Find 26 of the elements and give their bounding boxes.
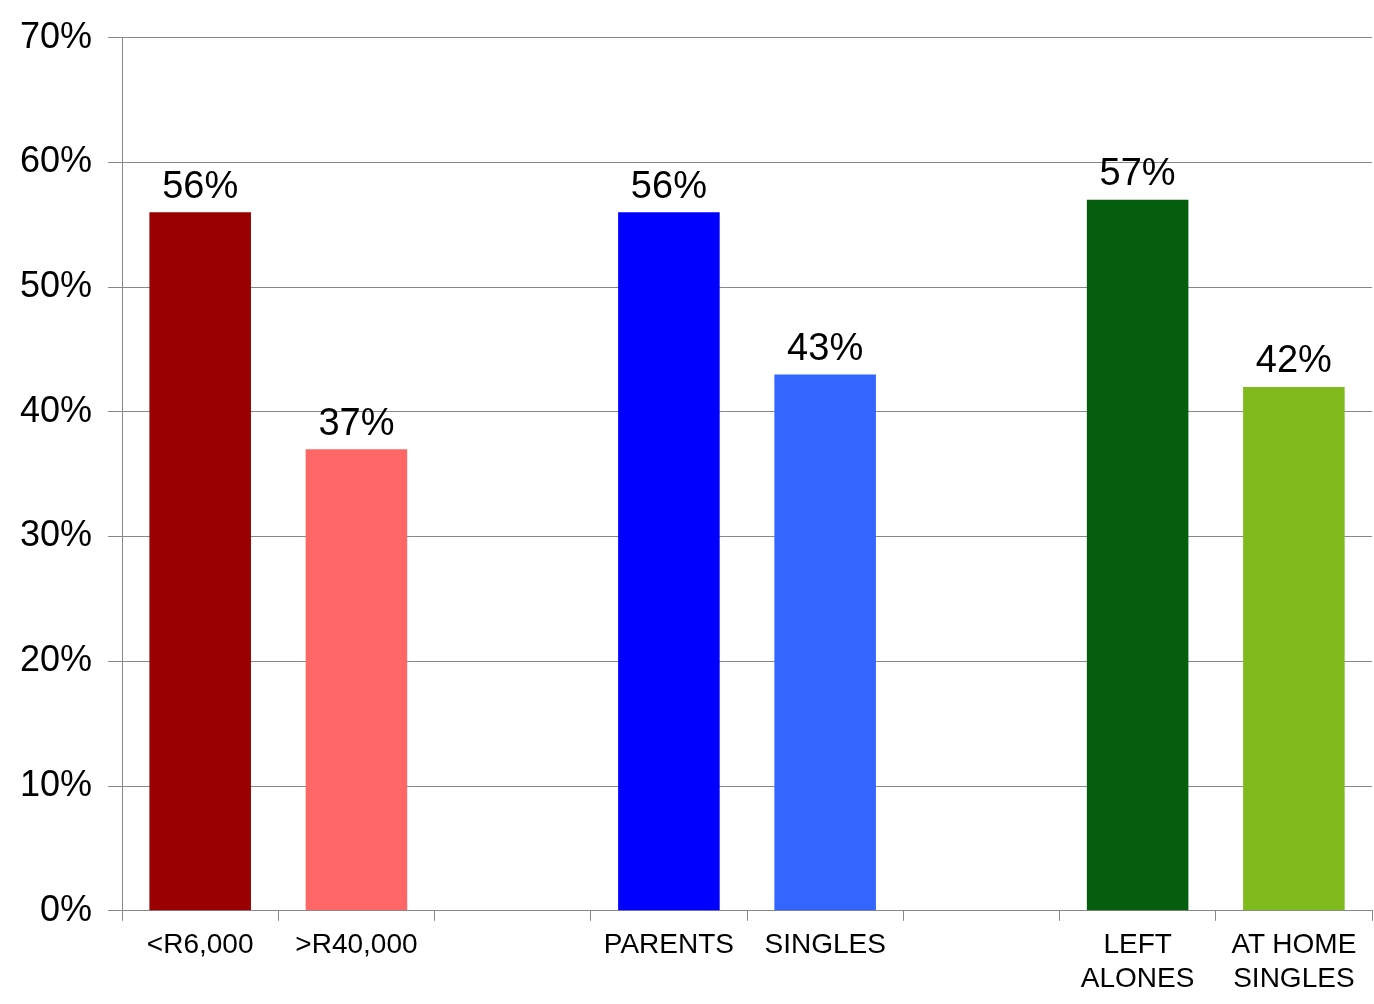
y-tick-label: 10% — [19, 762, 93, 804]
bar — [305, 449, 408, 911]
x-tick-label: PARENTS — [603, 928, 734, 960]
y-tick-label: 0% — [40, 887, 93, 929]
data-label: 37% — [318, 400, 395, 443]
x-tick-label: >R40,000 — [295, 928, 418, 960]
y-tick-label: 70% — [19, 14, 93, 56]
y-tick-label: 20% — [19, 638, 93, 680]
bar — [149, 212, 251, 911]
data-label: 57% — [1099, 151, 1176, 194]
y-tick-label: 60% — [19, 139, 93, 181]
bar — [1243, 386, 1345, 911]
y-tick-label: 30% — [19, 513, 93, 555]
x-tick-label: AT HOME SINGLES — [1231, 928, 1357, 993]
x-tick-label: SINGLES — [764, 928, 886, 960]
y-tick-label: 50% — [19, 264, 93, 306]
data-label: 56% — [162, 163, 239, 206]
x-tick-label: <R6,000 — [146, 928, 254, 960]
y-tick-label: 40% — [19, 388, 93, 430]
data-label: 43% — [787, 325, 864, 368]
bar — [618, 212, 720, 911]
data-label: 42% — [1255, 338, 1332, 381]
x-tick-label: LEFT ALONES — [1080, 928, 1195, 993]
bar — [1086, 199, 1189, 911]
data-label: 56% — [630, 163, 707, 206]
bar — [774, 374, 876, 911]
